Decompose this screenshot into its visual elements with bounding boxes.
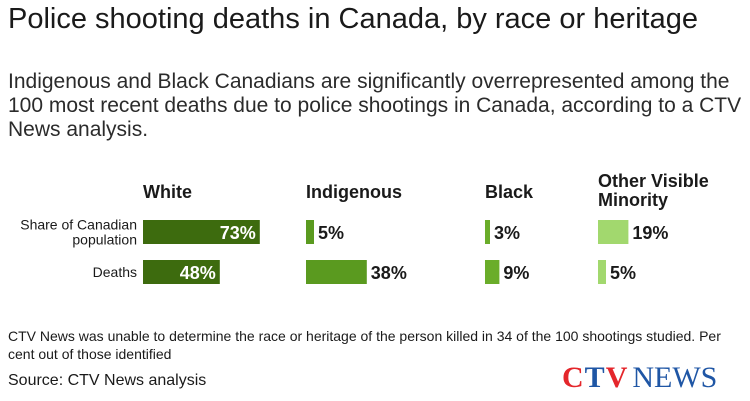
ctv-news-logo: C T V NEWS bbox=[562, 360, 717, 396]
logo-letter-v: V bbox=[605, 361, 629, 394]
row-label: Share of Canadian population bbox=[20, 217, 137, 248]
footnote: CTV News was unable to determine the rac… bbox=[8, 328, 721, 362]
chart-subtitle: Indigenous and Black Canadians are signi… bbox=[8, 70, 742, 141]
group-header: Black bbox=[485, 182, 534, 202]
row-label-line: population bbox=[72, 232, 137, 248]
bar bbox=[143, 260, 220, 284]
group-header-line: Indigenous bbox=[306, 182, 402, 202]
grouped-bar-chart: Share of Canadian population Deaths White 73… bbox=[20, 171, 709, 284]
bar-value-label: 3% bbox=[494, 223, 520, 243]
ctv-wordmark: C T V bbox=[562, 361, 628, 395]
bar bbox=[485, 220, 490, 244]
chart-title: Police shooting deaths in Canada, by rac… bbox=[8, 3, 698, 35]
row-label-line: Share of Canadian bbox=[20, 217, 137, 233]
bar-value-label: 19% bbox=[632, 223, 668, 243]
bar-value-label: 48% bbox=[180, 263, 216, 283]
bar bbox=[485, 260, 500, 284]
bar bbox=[306, 260, 367, 284]
source-line: Source: CTV News analysis bbox=[8, 372, 207, 389]
logo-letter-c: C bbox=[562, 361, 585, 394]
group-header: White bbox=[143, 182, 192, 202]
group-header-line: Other Visible bbox=[598, 171, 709, 191]
logo-letter-t: T bbox=[584, 361, 606, 394]
logo-news-text: NEWS bbox=[632, 361, 718, 394]
group-header-line: Minority bbox=[598, 190, 668, 210]
bar-value-label: 5% bbox=[610, 263, 636, 283]
group-header: Other Visible Minority bbox=[598, 171, 709, 210]
bar-value-label: 9% bbox=[503, 263, 529, 283]
bar bbox=[143, 220, 260, 244]
group-header-line: Black bbox=[485, 182, 534, 202]
bar-value-label: 38% bbox=[371, 263, 407, 283]
bar-value-label: 73% bbox=[220, 223, 256, 243]
bar bbox=[306, 220, 314, 244]
group-header: Indigenous bbox=[306, 182, 402, 202]
group-header-line: White bbox=[143, 182, 192, 202]
bar bbox=[598, 260, 606, 284]
bar-value-label: 5% bbox=[318, 223, 344, 243]
row-label-line: Deaths bbox=[93, 264, 137, 280]
row-label: Deaths bbox=[93, 264, 137, 280]
bar bbox=[598, 220, 629, 244]
